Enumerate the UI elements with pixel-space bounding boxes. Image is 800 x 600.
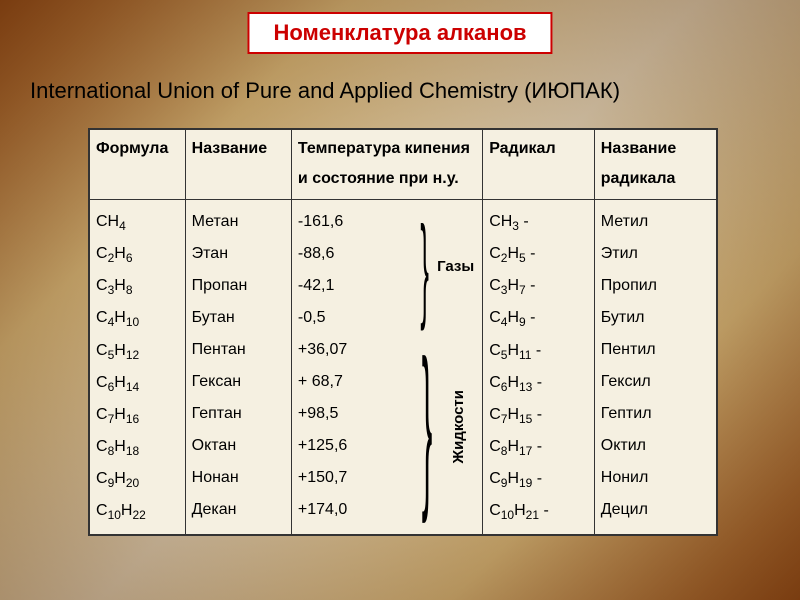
subtitle: International Union of Pure and Applied …	[30, 78, 620, 104]
header-temp: Температура кипения и состояние при н.у.	[291, 130, 482, 200]
page-title: Номенклатура алканов	[247, 12, 552, 54]
table-body-row: CH4C2H6C3H8C4H10C5H12C6H14C7H16C8H18C9H2…	[90, 199, 717, 534]
header-formula: Формула	[90, 130, 186, 200]
header-radname: Название радикала	[594, 130, 716, 200]
alkanes-table: Формула Название Температура кипения и с…	[88, 128, 718, 536]
header-radical: Радикал	[483, 130, 595, 200]
temp-column: -161,6-88,6-42,1-0,5+36,07+ 68,7+98,5+12…	[291, 199, 482, 534]
radical-column: CH3 -C2H5 -C3H7 -C4H9 -C5H11 -C6H13 -C7H…	[483, 199, 595, 534]
header-name: Название	[185, 130, 291, 200]
gas-state-label: }Газы	[414, 206, 474, 328]
formula-column: CH4C2H6C3H8C4H10C5H12C6H14C7H16C8H18C9H2…	[90, 199, 186, 534]
radname-column: МетилЭтилПропилБутилПентилГексилГептилОк…	[594, 199, 716, 534]
table-header-row: Формула Название Температура кипения и с…	[90, 130, 717, 200]
liquid-state-label: }Жидкости	[412, 332, 474, 522]
name-column: МетанЭтанПропанБутанПентанГексанГептанОк…	[185, 199, 291, 534]
